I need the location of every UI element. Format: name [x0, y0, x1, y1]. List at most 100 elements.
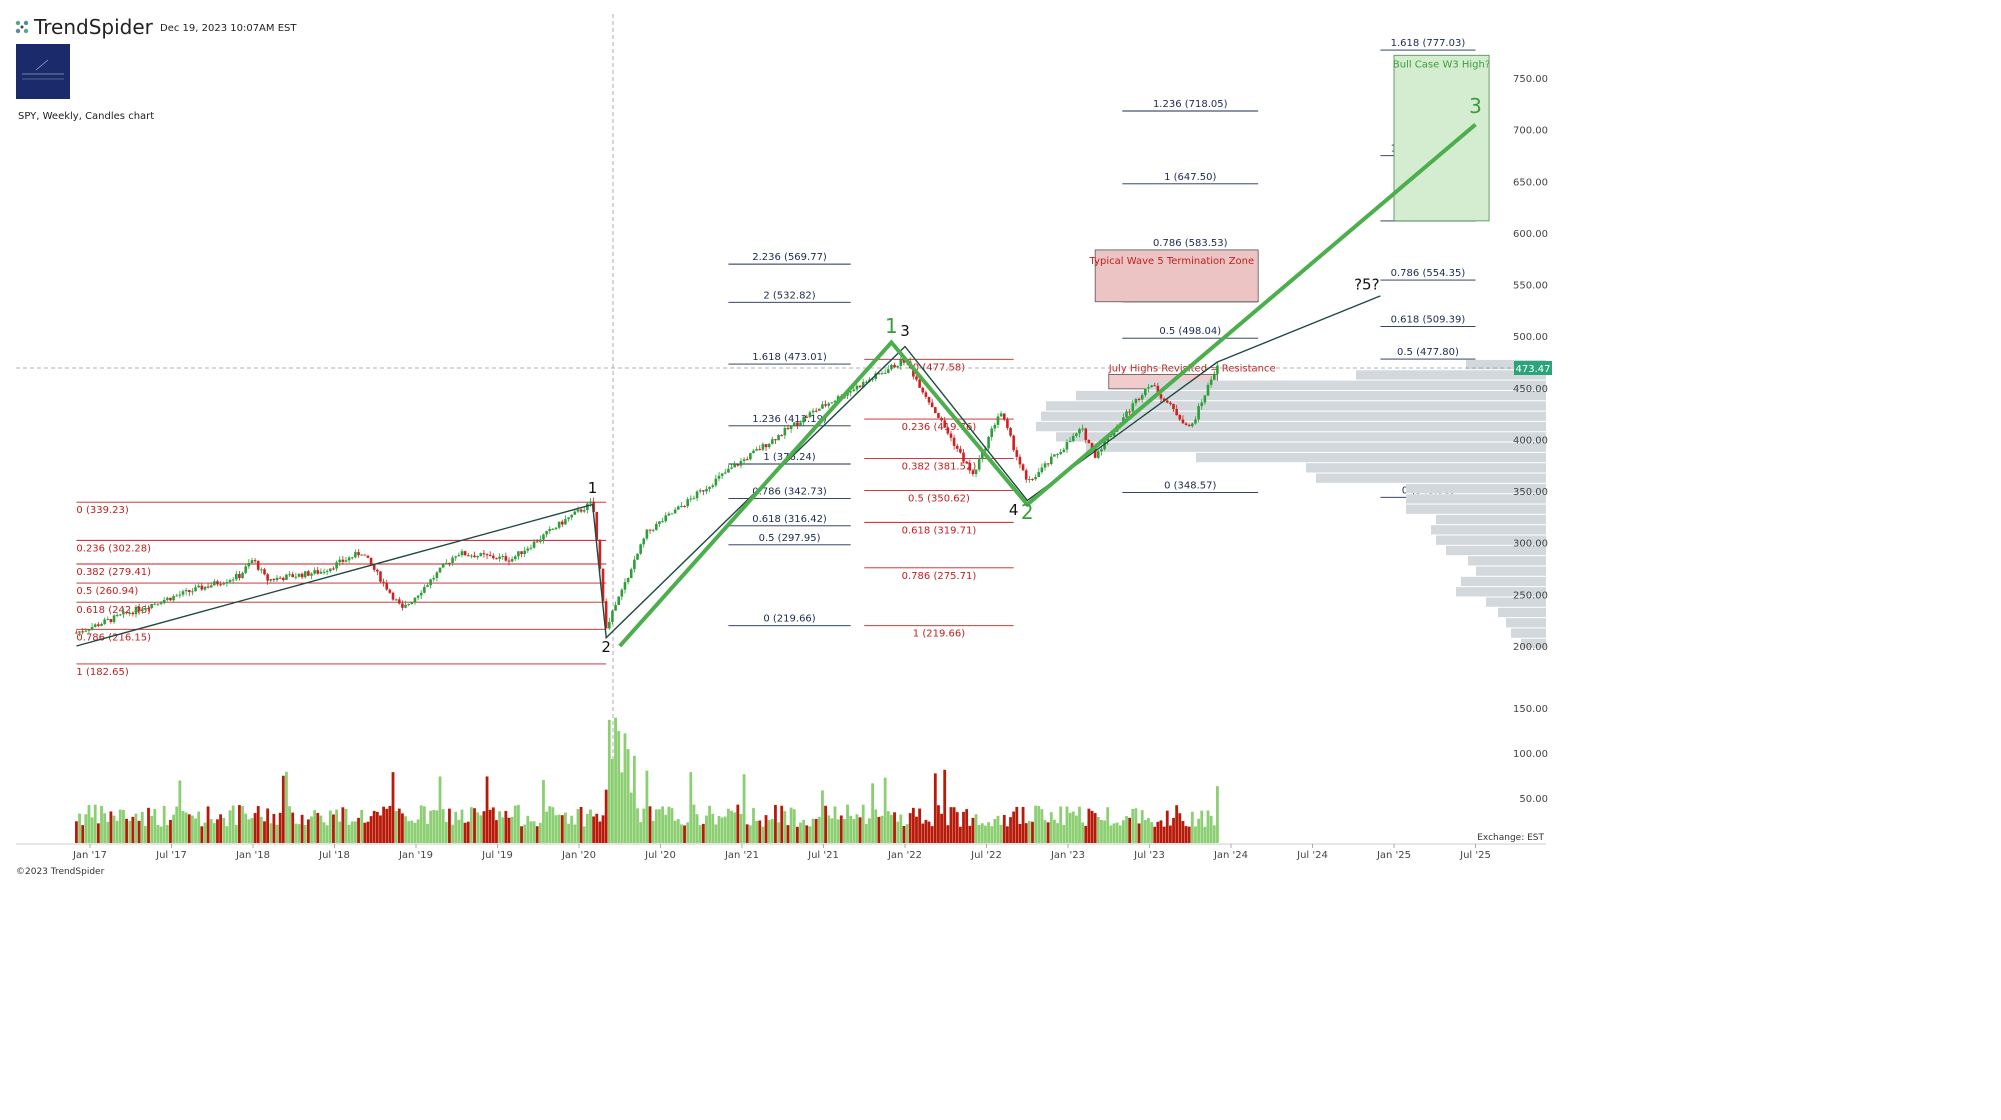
candle-body: [466, 555, 470, 557]
volume-bar: [830, 818, 834, 843]
price-candles: [75, 356, 1219, 637]
volume-bar: [748, 825, 752, 843]
volume-bar: [752, 808, 755, 843]
volume-bar: [1216, 786, 1219, 843]
volume-bar: [1084, 825, 1088, 843]
candle-body: [244, 566, 247, 573]
volume-bar: [1053, 819, 1056, 843]
volume-bar: [720, 817, 724, 843]
candle-body: [833, 400, 837, 403]
candle-body: [871, 378, 874, 380]
volume-bar: [432, 809, 436, 843]
candle-body: [1162, 398, 1166, 401]
volume-bar: [930, 826, 934, 843]
candle-body: [1068, 440, 1072, 443]
trendspider-logo: TrendSpider: [15, 15, 154, 39]
candle-body: [617, 596, 621, 605]
candle-body: [360, 554, 363, 556]
volume-bar: [579, 806, 583, 843]
candle-body: [789, 425, 793, 430]
candle-body: [1084, 428, 1088, 440]
volume-bar: [924, 819, 928, 843]
candle-body: [401, 603, 404, 608]
volume-bar: [629, 792, 633, 843]
candle-body: [1150, 385, 1153, 388]
candle-body: [811, 410, 815, 413]
volume-bar: [971, 817, 975, 843]
candle-body: [1040, 467, 1044, 473]
candle-body: [993, 424, 997, 429]
candle-body: [564, 519, 567, 525]
volume-profile-bar: [1076, 390, 1546, 401]
volume-bar: [172, 814, 175, 843]
volume-bar: [212, 823, 216, 843]
candle-body: [987, 436, 990, 449]
volume-bar: [219, 814, 223, 843]
volume-bar: [250, 818, 254, 843]
candle-body: [1175, 409, 1178, 416]
volume-bar: [488, 809, 492, 843]
candle-body: [397, 599, 401, 604]
volume-bar: [134, 813, 138, 843]
volume-bar: [714, 824, 718, 843]
volume-bar: [1046, 822, 1050, 843]
candle-body: [479, 553, 483, 556]
volume-bar: [291, 812, 295, 843]
volume-bar: [294, 823, 298, 843]
volume-bar: [272, 813, 276, 843]
candle-body: [366, 555, 370, 558]
volume-bar: [554, 815, 558, 843]
candle-body: [441, 564, 445, 568]
volume-bar: [1203, 826, 1207, 843]
price-chart[interactable]: TrendSpider Dec 19, 2023 10:07AM EST SPY…: [0, 0, 1560, 888]
candle-body: [865, 381, 868, 383]
volume-bar: [535, 826, 539, 843]
volume-bar: [921, 823, 925, 843]
candle-body: [560, 521, 564, 525]
x-tick-label: Jan '19: [398, 850, 433, 861]
candle-body: [927, 396, 931, 403]
fib-red-left-level-label: 0.618 (242.46): [76, 605, 151, 616]
volume-bar: [915, 816, 918, 843]
candle-body: [228, 580, 232, 583]
candle-body: [200, 585, 204, 590]
volume-profile-bar: [1461, 576, 1546, 587]
volume-profile-bar: [1406, 483, 1546, 494]
candle-body: [1140, 395, 1144, 400]
volume-bar: [285, 771, 288, 843]
volume-bar: [1027, 820, 1031, 843]
candle-body: [623, 582, 627, 590]
candle-body: [830, 402, 834, 404]
fib-navy-near-level-label: 1 (647.50): [1164, 172, 1216, 183]
volume-bar: [620, 772, 624, 843]
volume-bar: [238, 805, 241, 843]
volume-profile-bar: [1456, 587, 1546, 597]
candle-body: [968, 463, 972, 471]
fib-navy-far-level-label: 0.618 (509.39): [1391, 314, 1466, 325]
volume-bar: [375, 811, 379, 843]
volume-bar: [222, 818, 226, 843]
candle-body: [996, 416, 1000, 425]
fib-red-right-level-label: 0.5 (350.62): [908, 493, 970, 504]
candle-body: [181, 591, 185, 595]
candle-body: [451, 557, 454, 563]
candle-body: [686, 499, 689, 507]
candle-body: [924, 392, 928, 397]
volume-bar: [589, 809, 592, 843]
volume-bar: [774, 805, 777, 843]
volume-profile-bar: [1046, 401, 1546, 411]
volume-bar: [485, 776, 489, 843]
volume-bar: [175, 806, 179, 843]
volume-bar: [498, 811, 501, 843]
volume-bar: [532, 821, 536, 843]
wave-label: 1: [885, 314, 898, 338]
volume-bar: [1190, 811, 1194, 843]
volume-bar: [520, 826, 523, 843]
candle-body: [705, 488, 708, 492]
candle-body: [1159, 394, 1163, 399]
volume-bar: [965, 809, 969, 843]
volume-bar: [1009, 817, 1012, 843]
candle-body: [404, 604, 407, 608]
fib-navy-mid-level-label: 0.786 (342.73): [752, 487, 827, 498]
x-tick-label: Jan '25: [1376, 850, 1411, 861]
